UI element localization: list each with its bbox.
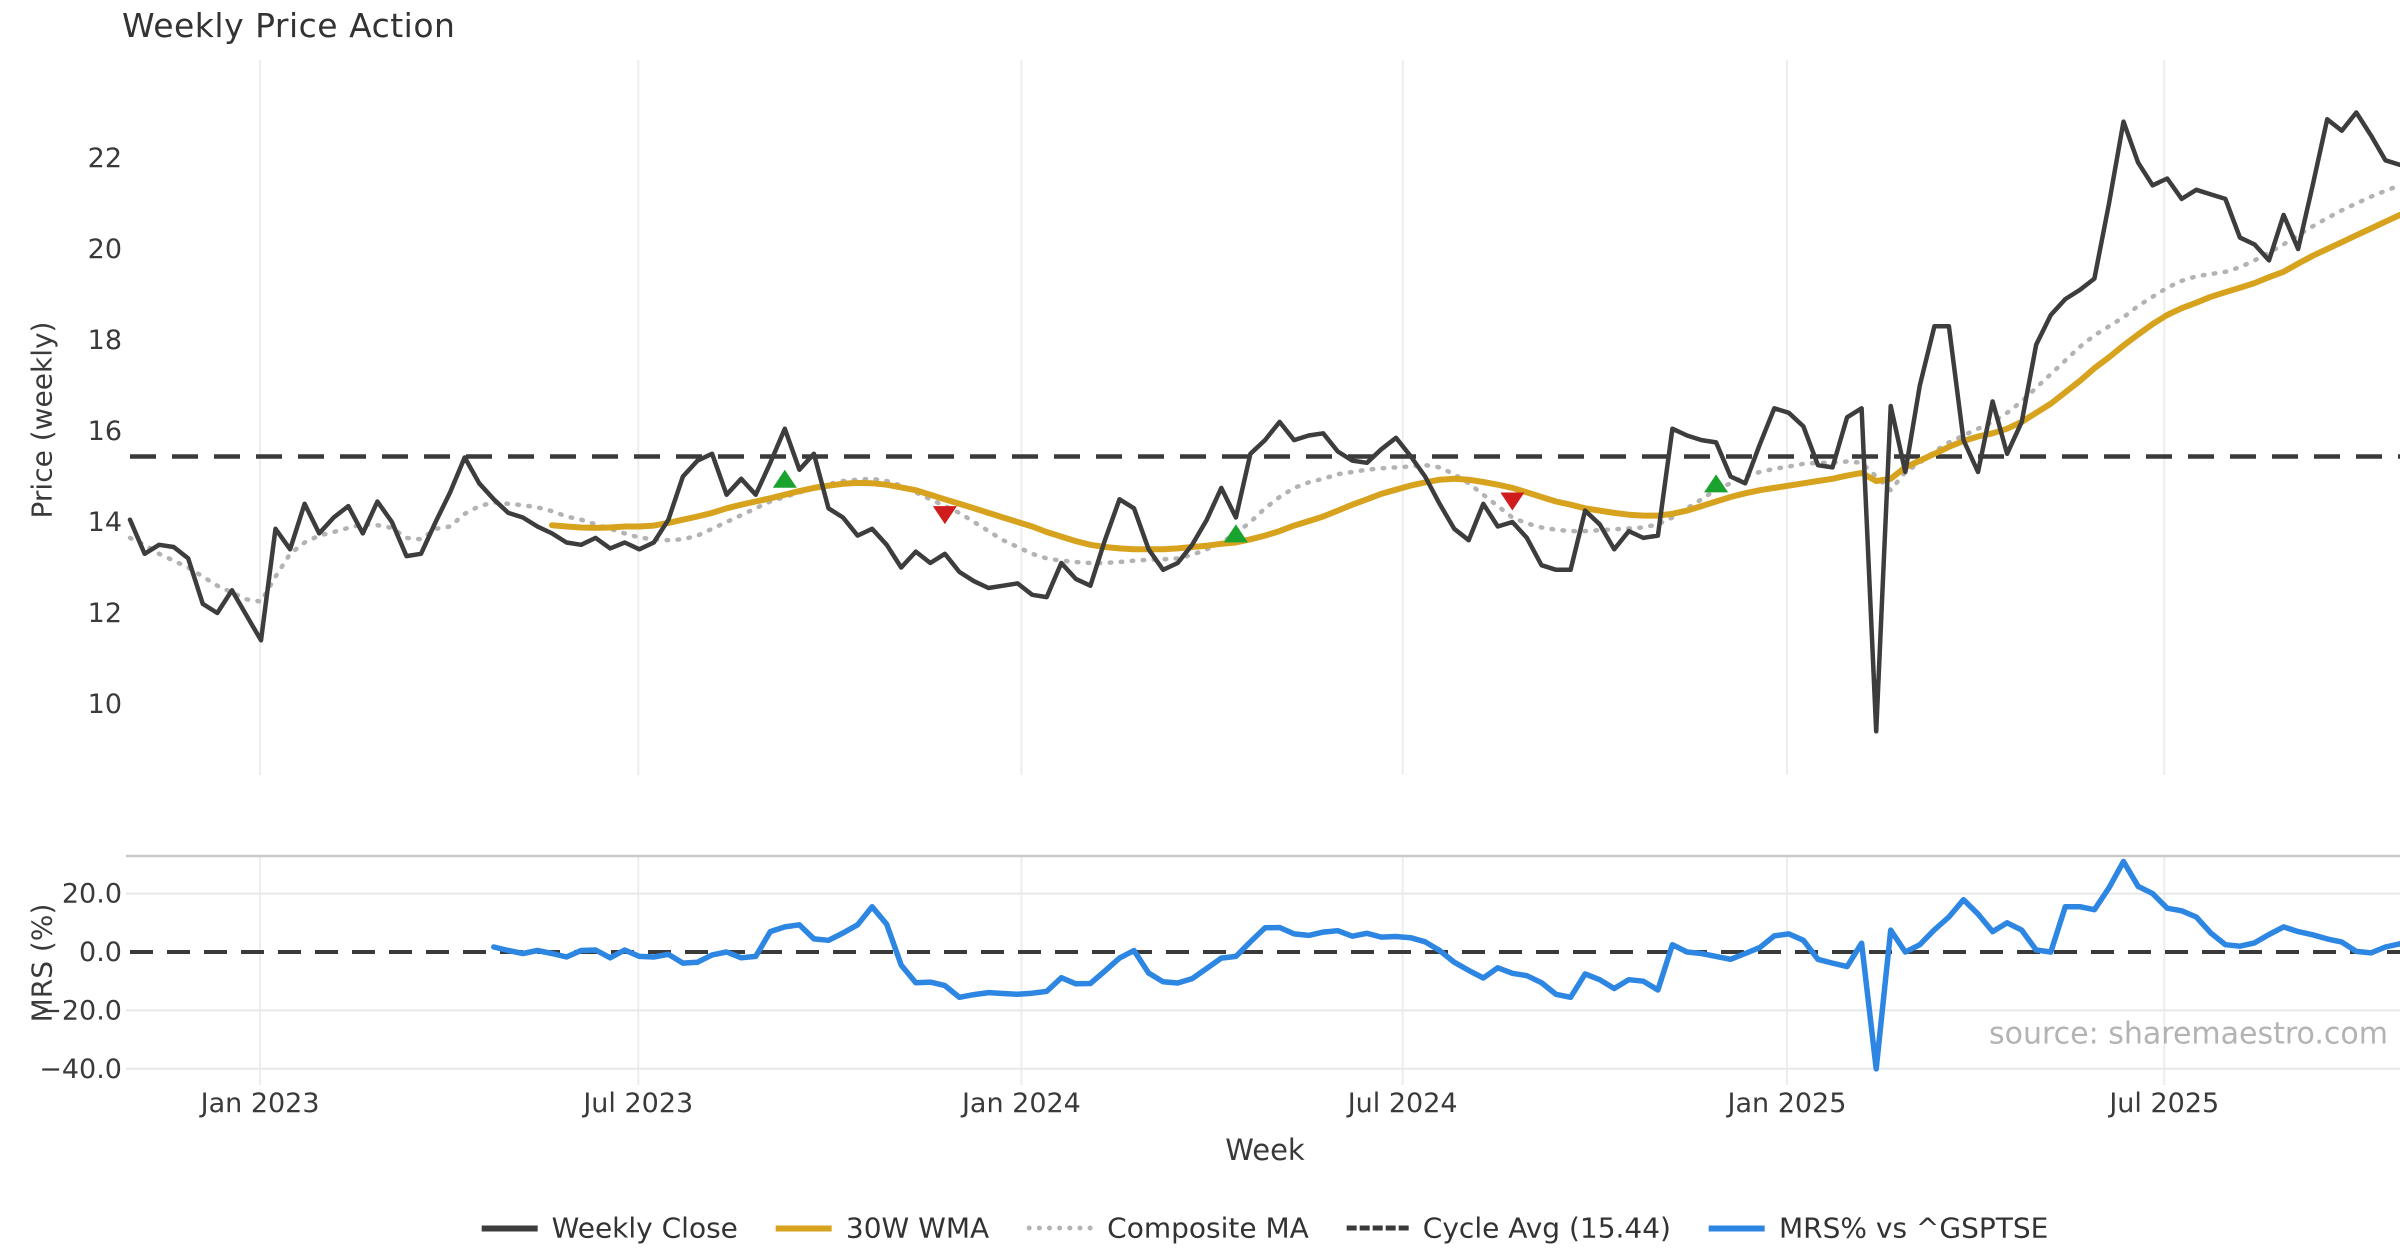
price-y-tick-label: 18 [88, 325, 122, 356]
legend-swatch [1027, 1225, 1094, 1231]
buy-signal-marker [1223, 524, 1248, 543]
mrs-y-tick-label: −40.0 [39, 1054, 122, 1085]
series-mrs-vs-gsptse [491, 858, 2400, 1072]
legend-item-composite-ma: Composite MA [1027, 1212, 1309, 1245]
legend-label: Cycle Avg (15.44) [1422, 1211, 1671, 1245]
legend-item-30w-wma: 30W WMA [775, 1211, 990, 1245]
price-y-tick-label: 12 [88, 598, 122, 629]
x-tick-label: Jan 2025 [1725, 1088, 1846, 1119]
mrs-y-tick-label: 20.0 [62, 879, 122, 910]
legend-swatch [1708, 1225, 1765, 1231]
legend-swatch [1346, 1225, 1409, 1231]
buy-signal-marker [1704, 474, 1729, 493]
buy-signal-marker [772, 469, 797, 488]
mrs-y-tick-label: −20.0 [39, 995, 122, 1026]
legend-label: 30W WMA [845, 1211, 990, 1245]
legend-label: Weekly Close [551, 1211, 738, 1245]
sell-signal-marker [1500, 492, 1525, 511]
source-note: source: sharemaestro.com [1989, 1016, 2388, 1052]
legend-swatch [481, 1225, 538, 1231]
legend-item-mrs-vs-gsptse: MRS% vs ^GSPTSE [1708, 1211, 2049, 1245]
series-composite-ma [127, 183, 2400, 604]
x-tick-label: Jan 2023 [199, 1088, 320, 1119]
x-tick-label: Jul 2024 [1346, 1088, 1458, 1119]
x-tick-label: Jul 2025 [2107, 1088, 2219, 1119]
x-axis-label: Week [1225, 1133, 1305, 1167]
sell-signal-marker [932, 506, 957, 525]
x-tick-label: Jan 2024 [960, 1088, 1081, 1119]
legend-swatch [775, 1225, 832, 1231]
legend-item-cycle-avg-15-44-: Cycle Avg (15.44) [1346, 1211, 1671, 1245]
price-y-tick-label: 10 [88, 689, 122, 720]
series-30w-wma [549, 211, 2400, 553]
legend-label: Composite MA [1107, 1211, 1309, 1245]
chart-title: Weekly Price Action [122, 6, 456, 45]
price-y-tick-label: 22 [88, 143, 122, 174]
x-tick-label: Jul 2023 [581, 1088, 693, 1119]
legend-label: MRS% vs ^GSPTSE [1778, 1211, 2049, 1245]
legend: Weekly Close 30W WMA Composite MA Cycle Avg… [481, 1211, 2049, 1245]
price-y-tick-label: 20 [88, 234, 122, 265]
series-weekly-close [127, 110, 2400, 734]
legend-item-weekly-close: Weekly Close [481, 1211, 738, 1245]
price-y-tick-label: 16 [88, 416, 122, 447]
mrs-y-tick-label: 0.0 [79, 937, 122, 968]
price-y-tick-label: 14 [88, 507, 122, 538]
